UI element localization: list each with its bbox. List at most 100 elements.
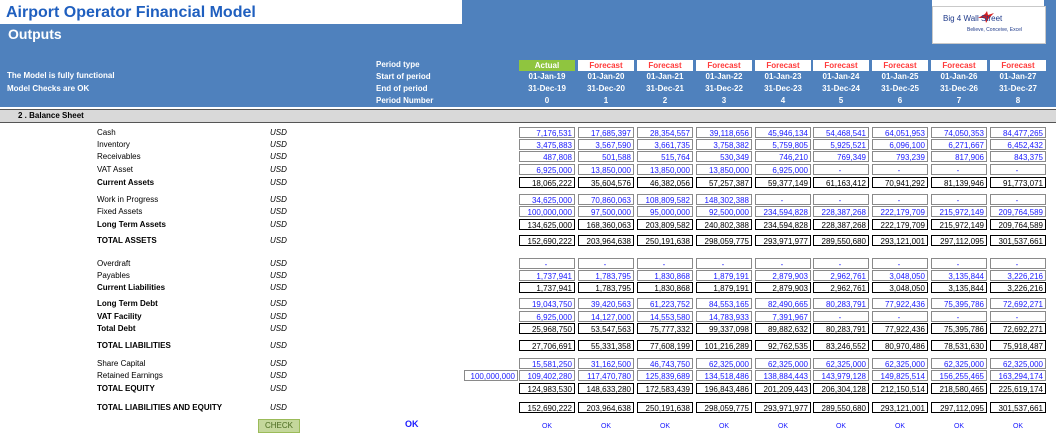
value-cell[interactable]: 2,879,903 — [755, 282, 811, 293]
value-cell[interactable]: 215,972,149 — [931, 219, 987, 230]
value-cell[interactable]: 70,860,063 — [578, 194, 634, 205]
value-cell[interactable]: 7,391,967 — [755, 311, 811, 322]
value-cell[interactable]: 3,661,735 — [637, 139, 693, 150]
value-cell[interactable]: 240,802,388 — [696, 219, 752, 230]
value-cell[interactable]: 289,550,680 — [813, 235, 869, 246]
value-cell[interactable]: 72,692,271 — [990, 323, 1046, 334]
value-cell[interactable]: 6,925,000 — [755, 164, 811, 175]
value-cell[interactable]: 77,922,436 — [872, 298, 928, 309]
value-cell[interactable]: 99,337,098 — [696, 323, 752, 334]
value-cell[interactable]: 222,179,709 — [872, 219, 928, 230]
value-cell[interactable]: 298,059,775 — [696, 235, 752, 246]
value-cell[interactable]: - — [872, 258, 928, 269]
value-cell[interactable]: 218,580,465 — [931, 383, 987, 394]
value-cell[interactable]: 250,191,638 — [637, 235, 693, 246]
value-cell[interactable]: 2,962,761 — [813, 282, 869, 293]
value-cell[interactable]: 84,477,265 — [990, 127, 1046, 138]
value-cell[interactable]: 100,000,000 — [519, 206, 575, 217]
value-cell[interactable]: 70,941,292 — [872, 177, 928, 188]
value-cell[interactable]: 72,692,271 — [990, 298, 1046, 309]
value-cell[interactable]: 250,191,638 — [637, 402, 693, 413]
value-cell[interactable]: 203,964,638 — [578, 235, 634, 246]
value-cell[interactable]: 62,325,000 — [813, 358, 869, 369]
value-cell[interactable]: 5,759,805 — [755, 139, 811, 150]
value-cell[interactable]: 17,685,397 — [578, 127, 634, 138]
value-cell[interactable]: 289,550,680 — [813, 402, 869, 413]
value-cell[interactable]: - — [813, 194, 869, 205]
value-cell[interactable]: 6,452,432 — [990, 139, 1046, 150]
value-cell[interactable]: 1,737,941 — [519, 270, 575, 281]
value-cell[interactable]: 746,210 — [755, 151, 811, 162]
value-cell[interactable]: 39,118,656 — [696, 127, 752, 138]
value-cell[interactable]: 54,468,541 — [813, 127, 869, 138]
value-cell[interactable]: 293,121,001 — [872, 402, 928, 413]
value-cell[interactable]: 6,096,100 — [872, 139, 928, 150]
value-cell[interactable]: 18,065,222 — [519, 177, 575, 188]
value-cell[interactable]: 6,271,667 — [931, 139, 987, 150]
value-cell[interactable]: - — [813, 258, 869, 269]
value-cell[interactable]: 1,783,795 — [578, 270, 634, 281]
value-cell[interactable]: 97,500,000 — [578, 206, 634, 217]
value-cell[interactable]: 14,783,933 — [696, 311, 752, 322]
value-cell[interactable]: 117,470,780 — [578, 370, 634, 381]
value-cell[interactable]: 64,051,953 — [872, 127, 928, 138]
value-cell[interactable]: 209,764,589 — [990, 219, 1046, 230]
value-cell[interactable]: 39,420,563 — [578, 298, 634, 309]
value-cell[interactable]: 3,226,216 — [990, 270, 1046, 281]
value-cell[interactable]: 92,500,000 — [696, 206, 752, 217]
value-cell[interactable]: 27,706,691 — [519, 340, 575, 351]
value-cell[interactable]: 228,387,268 — [813, 206, 869, 217]
value-cell[interactable]: 149,825,514 — [872, 370, 928, 381]
value-cell[interactable]: - — [990, 258, 1046, 269]
value-cell[interactable]: 6,925,000 — [519, 311, 575, 322]
value-cell[interactable]: 143,979,128 — [813, 370, 869, 381]
value-cell[interactable]: 301,537,661 — [990, 235, 1046, 246]
value-cell[interactable]: 817,906 — [931, 151, 987, 162]
value-cell[interactable]: 46,382,056 — [637, 177, 693, 188]
value-cell[interactable]: 297,112,095 — [931, 402, 987, 413]
value-cell[interactable]: 61,223,752 — [637, 298, 693, 309]
value-cell[interactable]: - — [931, 311, 987, 322]
value-cell[interactable]: - — [990, 311, 1046, 322]
value-cell[interactable]: 298,059,775 — [696, 402, 752, 413]
value-cell[interactable]: 225,619,174 — [990, 383, 1046, 394]
value-cell[interactable]: 148,302,388 — [696, 194, 752, 205]
value-cell[interactable]: 53,547,563 — [578, 323, 634, 334]
value-cell[interactable]: 134,625,000 — [519, 219, 575, 230]
value-cell[interactable]: 101,216,289 — [696, 340, 752, 351]
value-cell[interactable]: 81,139,946 — [931, 177, 987, 188]
value-cell[interactable]: 75,395,786 — [931, 298, 987, 309]
value-cell[interactable]: 25,968,750 — [519, 323, 575, 334]
value-cell[interactable]: 3,226,216 — [990, 282, 1046, 293]
value-cell[interactable]: 2,879,903 — [755, 270, 811, 281]
value-cell[interactable]: 152,690,222 — [519, 235, 575, 246]
value-cell[interactable]: 55,331,358 — [578, 340, 634, 351]
value-cell[interactable]: - — [990, 194, 1046, 205]
side-value-cell[interactable]: 100,000,000 — [464, 370, 518, 381]
value-cell[interactable]: 138,884,443 — [755, 370, 811, 381]
value-cell[interactable]: 75,777,332 — [637, 323, 693, 334]
value-cell[interactable]: 3,048,050 — [872, 282, 928, 293]
value-cell[interactable]: - — [872, 164, 928, 175]
value-cell[interactable]: 109,402,280 — [519, 370, 575, 381]
value-cell[interactable]: 62,325,000 — [755, 358, 811, 369]
value-cell[interactable]: 222,179,709 — [872, 206, 928, 217]
value-cell[interactable]: 1,830,868 — [637, 270, 693, 281]
value-cell[interactable]: 75,918,487 — [990, 340, 1046, 351]
value-cell[interactable]: - — [755, 194, 811, 205]
value-cell[interactable]: 95,000,000 — [637, 206, 693, 217]
value-cell[interactable]: 59,377,149 — [755, 177, 811, 188]
value-cell[interactable]: 203,964,638 — [578, 402, 634, 413]
value-cell[interactable]: 28,354,557 — [637, 127, 693, 138]
value-cell[interactable]: 7,176,531 — [519, 127, 575, 138]
value-cell[interactable]: 13,850,000 — [578, 164, 634, 175]
value-cell[interactable]: 212,150,514 — [872, 383, 928, 394]
value-cell[interactable]: 3,048,050 — [872, 270, 928, 281]
value-cell[interactable]: 297,112,095 — [931, 235, 987, 246]
value-cell[interactable]: 156,255,465 — [931, 370, 987, 381]
value-cell[interactable]: 843,375 — [990, 151, 1046, 162]
value-cell[interactable]: 125,839,689 — [637, 370, 693, 381]
value-cell[interactable]: 45,946,134 — [755, 127, 811, 138]
value-cell[interactable]: - — [637, 258, 693, 269]
value-cell[interactable]: 62,325,000 — [990, 358, 1046, 369]
